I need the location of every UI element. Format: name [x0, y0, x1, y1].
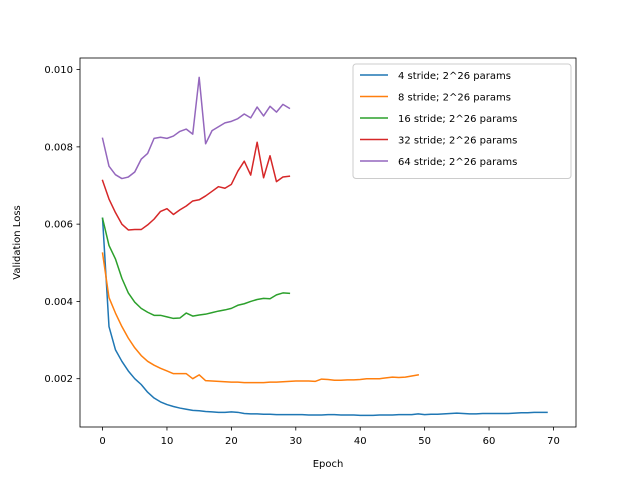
legend-entry-1: 8 stride; 2^26 params	[398, 93, 511, 104]
x-tick-label: 10	[161, 436, 174, 447]
legend-entry-3: 32 stride; 2^26 params	[398, 136, 517, 147]
x-tick-label: 0	[99, 436, 105, 447]
series-line-3	[101, 141, 291, 231]
y-axis-ticks: 0.002 0.004 0.006 0.008 0.010	[44, 65, 80, 385]
x-axis-label: Epoch	[313, 459, 344, 470]
axes-frame	[79, 57, 577, 428]
x-tick-label: 70	[547, 436, 560, 447]
legend-entry-2: 16 stride; 2^26 params	[398, 114, 517, 125]
y-tick-label: 0.010	[44, 65, 73, 76]
x-tick-label: 20	[225, 436, 238, 447]
y-tick-label: 0.004	[44, 297, 73, 308]
x-tick-label: 30	[289, 436, 302, 447]
y-axis-label: Validation Loss	[12, 205, 23, 280]
legend-entry-0: 4 stride; 2^26 params	[398, 71, 511, 82]
plot-lines	[101, 76, 548, 417]
y-tick-label: 0.008	[44, 142, 73, 153]
x-tick-label: 40	[354, 436, 367, 447]
x-tick-label: 50	[418, 436, 431, 447]
series-line-0	[101, 217, 548, 417]
series-line-1	[101, 252, 420, 384]
y-tick-label: 0.006	[44, 220, 73, 231]
x-tick-label: 60	[483, 436, 496, 447]
series-line-2	[101, 217, 291, 320]
y-tick-label: 0.002	[44, 374, 73, 385]
legend: 4 stride; 2^26 params 8 stride; 2^26 para…	[352, 63, 572, 179]
legend-box	[352, 63, 572, 179]
series-line-4	[101, 76, 291, 180]
legend-entry-4: 64 stride; 2^26 params	[398, 157, 517, 168]
x-axis-ticks: 0 10 20 30 40 50 60 70	[99, 427, 560, 447]
